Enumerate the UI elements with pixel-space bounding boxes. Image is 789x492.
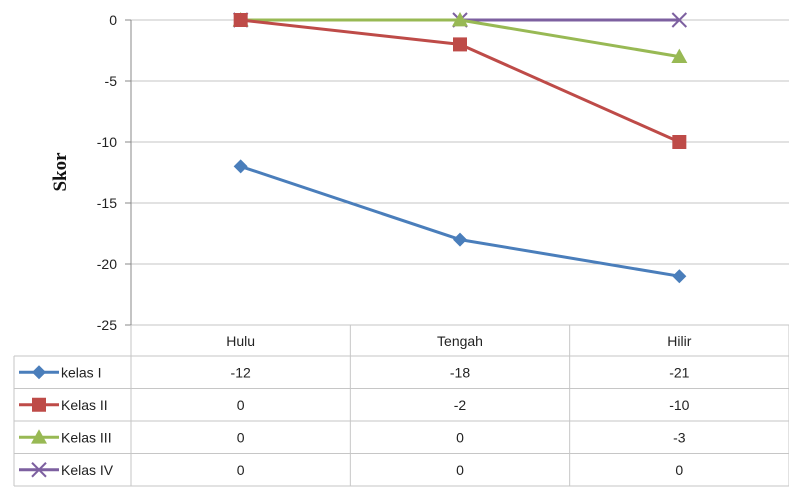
y-tick-label: 0 [109,12,117,28]
legend-key-marker [31,462,47,478]
data-table-value: 0 [237,429,245,445]
data-point [453,37,467,52]
legend-key-marker [31,429,47,444]
data-point [452,12,468,27]
y-tick-label: -25 [97,317,117,333]
data-table-value: -21 [669,364,689,380]
data-table-value: -18 [450,364,470,380]
data-point [233,159,248,174]
data-table-value: 0 [456,429,464,445]
legend-label: Kelas II [61,397,108,413]
legend-label: kelas I [61,364,101,380]
data-point [671,48,688,63]
grid-layer [125,19,789,326]
data-point-stroke [671,12,688,28]
data-table-value: 0 [237,397,245,413]
category-label: Tengah [437,333,483,349]
marker-layer [232,12,688,284]
data-table-value: -2 [454,397,467,413]
category-label: Hulu [226,333,255,349]
data-table-value: -3 [673,429,686,445]
data-table-value: 0 [237,462,245,478]
data-table-value: 0 [456,462,464,478]
y-tick-label: -10 [97,134,117,150]
data-table-value: -12 [231,364,251,380]
data-point [233,13,248,27]
data-point [672,135,687,149]
legend-key-marker-stroke [31,462,47,478]
legend-key-marker [32,397,46,412]
data-table [13,325,789,487]
data-point [672,269,687,284]
y-tick-label: -20 [97,256,117,272]
legend-label: Kelas III [61,429,112,445]
y-axis-label: Skor [50,152,71,192]
y-tick-label: -5 [105,73,118,89]
series-line [240,164,680,278]
category-label: Hilir [667,333,691,349]
legend-label: Kelas IV [61,462,114,478]
data-table-value: -10 [669,397,689,413]
data-point [453,232,467,247]
data-point [671,12,688,28]
data-table-value: 0 [675,462,683,478]
legend-key-marker [32,365,46,380]
y-tick-label: -15 [97,195,117,211]
